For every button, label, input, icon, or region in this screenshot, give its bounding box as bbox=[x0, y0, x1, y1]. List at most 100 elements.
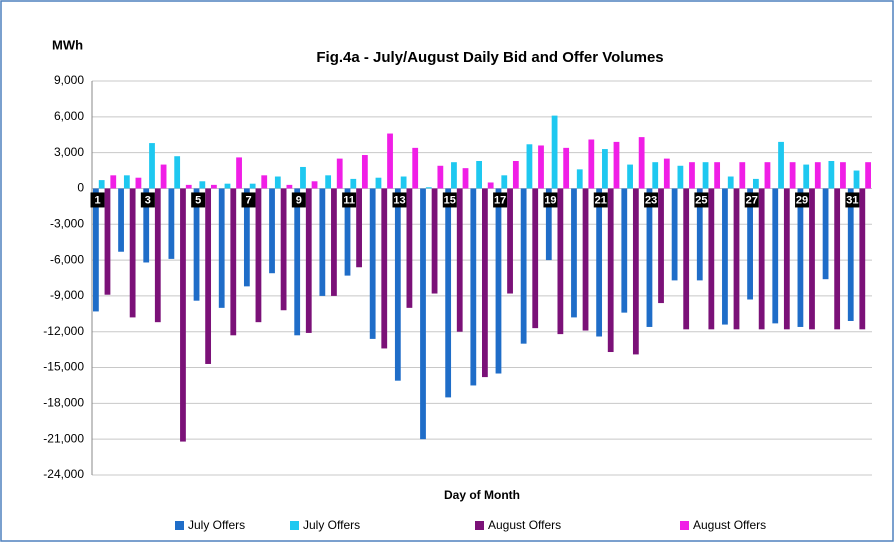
bar bbox=[118, 188, 124, 252]
bar bbox=[394, 188, 401, 381]
bar bbox=[211, 184, 217, 189]
bar bbox=[319, 188, 326, 296]
bar bbox=[658, 188, 664, 304]
x-tick-label: 9 bbox=[296, 194, 302, 206]
x-tick-label: 1 bbox=[94, 194, 100, 206]
bar bbox=[828, 160, 835, 189]
bar bbox=[621, 188, 628, 313]
category-label-box bbox=[191, 192, 206, 208]
x-tick-label: 25 bbox=[695, 194, 707, 206]
bar bbox=[532, 188, 539, 329]
y-tick-label: -24,000 bbox=[43, 467, 84, 481]
bar bbox=[545, 188, 552, 261]
bar bbox=[482, 188, 488, 378]
bar bbox=[104, 188, 111, 295]
bar bbox=[783, 188, 790, 330]
bar bbox=[437, 165, 444, 189]
bar bbox=[300, 166, 306, 189]
x-tick-label: 29 bbox=[796, 194, 808, 206]
category-label-box bbox=[241, 192, 256, 208]
bar bbox=[789, 162, 796, 189]
bar bbox=[325, 175, 332, 189]
category-label-box bbox=[493, 192, 508, 208]
bar bbox=[834, 188, 841, 330]
bar bbox=[375, 177, 382, 189]
x-tick-label: 11 bbox=[343, 194, 355, 206]
x-tick-label: 27 bbox=[746, 194, 758, 206]
category-label-box bbox=[90, 192, 105, 208]
bar bbox=[487, 182, 494, 189]
bar bbox=[305, 188, 312, 333]
x-tick-label: 15 bbox=[444, 194, 456, 206]
y-tick-label: -15,000 bbox=[43, 360, 84, 374]
bar bbox=[425, 187, 432, 189]
bar bbox=[627, 164, 633, 189]
bar bbox=[336, 158, 343, 189]
bar bbox=[98, 180, 105, 189]
bar bbox=[123, 175, 130, 189]
bar bbox=[652, 162, 659, 189]
y-tick-label: -6,000 bbox=[50, 252, 84, 266]
bar bbox=[280, 188, 287, 311]
bar bbox=[185, 184, 192, 189]
bar bbox=[230, 188, 237, 336]
bar bbox=[135, 177, 142, 189]
bar bbox=[495, 188, 502, 374]
y-axis-label: MWh bbox=[52, 37, 83, 52]
bar bbox=[727, 176, 734, 189]
bar bbox=[431, 188, 438, 294]
category-label-box bbox=[744, 192, 759, 208]
bar bbox=[708, 188, 715, 330]
bar bbox=[758, 188, 765, 330]
bar bbox=[752, 178, 759, 189]
bar bbox=[797, 188, 804, 327]
y-tick-label: -3,000 bbox=[50, 216, 84, 230]
bar bbox=[507, 188, 513, 294]
x-tick-label: 21 bbox=[595, 194, 607, 206]
bar bbox=[702, 162, 709, 189]
bar bbox=[249, 183, 256, 189]
bar bbox=[344, 188, 351, 276]
bar bbox=[772, 188, 779, 324]
bar bbox=[865, 162, 871, 189]
bar bbox=[387, 133, 393, 189]
bar bbox=[526, 144, 533, 189]
bar bbox=[286, 184, 293, 189]
bar bbox=[588, 139, 595, 189]
bar bbox=[174, 156, 181, 189]
bar bbox=[859, 188, 866, 330]
bar bbox=[143, 188, 150, 263]
category-label-box bbox=[795, 192, 810, 208]
bar bbox=[646, 188, 653, 327]
y-tick-label: 9,000 bbox=[54, 73, 84, 87]
bar bbox=[110, 175, 117, 189]
bar bbox=[294, 188, 301, 336]
bar bbox=[512, 160, 519, 189]
bar bbox=[778, 141, 784, 189]
bar bbox=[350, 178, 357, 189]
bar bbox=[331, 188, 337, 296]
x-tick-label: 17 bbox=[494, 194, 506, 206]
category-label-box bbox=[543, 192, 558, 208]
bar bbox=[269, 188, 275, 274]
x-tick-label: 3 bbox=[145, 194, 151, 206]
bar bbox=[274, 176, 281, 189]
legend-swatch bbox=[680, 521, 689, 530]
bar bbox=[696, 188, 703, 281]
x-tick-label: 31 bbox=[846, 194, 858, 206]
category-label-box bbox=[342, 192, 357, 208]
category-label-box bbox=[845, 192, 860, 208]
x-axis-label: Day of Month bbox=[444, 488, 520, 502]
bar bbox=[456, 188, 463, 332]
legend-swatch bbox=[475, 521, 484, 530]
bar bbox=[224, 183, 231, 189]
bar bbox=[607, 188, 614, 353]
bar bbox=[689, 162, 695, 189]
bar bbox=[445, 188, 452, 398]
bar bbox=[470, 188, 477, 386]
category-label-box bbox=[291, 192, 306, 208]
bar bbox=[733, 188, 740, 330]
bar bbox=[571, 188, 577, 318]
y-tick-label: 6,000 bbox=[54, 109, 84, 123]
bar bbox=[129, 188, 136, 318]
